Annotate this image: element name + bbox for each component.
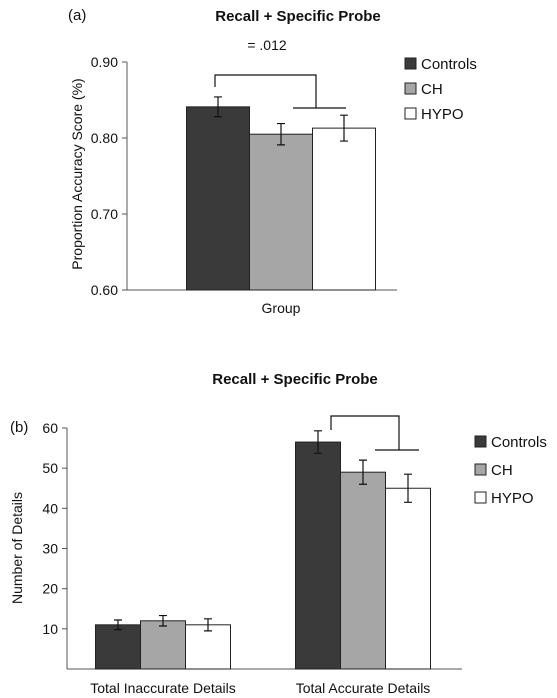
panel-a-y-tick-label: 0.90	[91, 54, 118, 70]
panel-a-title: Recall + Specific Probe	[215, 8, 381, 25]
panel-a-legend-swatch-controls	[404, 57, 417, 70]
panel-b-bar-controls	[295, 441, 341, 670]
panel-b-bar-controls	[95, 624, 141, 670]
panel-a-label: (a)	[68, 7, 86, 24]
panel-b-bar-hypo	[185, 624, 231, 670]
panel-b-error-bar-ch	[359, 459, 367, 485]
panel-b-legend-label-controls: Controls	[491, 434, 547, 451]
panel-a-significance-bracket	[214, 74, 346, 109]
panel-b-category-label: Total Inaccurate Details	[90, 680, 236, 696]
panel-a-error-bar-hypo	[340, 114, 348, 142]
panel-b-error-bar-hypo	[204, 618, 212, 632]
panel-a-bar-ch	[249, 133, 313, 291]
panel-b-label: (b)	[10, 419, 28, 436]
panel-b-y-tick-label: 10	[42, 621, 58, 637]
panel-a-y-tick-label: 0.80	[91, 130, 118, 146]
panel-b-error-bar-controls	[114, 619, 122, 631]
panel-a-y-tick-label: 0.60	[91, 282, 118, 298]
panel-b-bar-ch	[140, 620, 186, 670]
panel-b-error-bar-controls	[314, 430, 322, 454]
panel-b-legend-swatch-controls	[474, 435, 487, 448]
panel-a-bar-controls	[186, 106, 250, 291]
panel-a-legend-label-hypo: HYPO	[421, 106, 464, 123]
panel-b-legend-label-hypo: HYPO	[491, 490, 534, 507]
panel-a-legend-label-controls: Controls	[421, 56, 477, 73]
panel-a-y-tick-label: 0.70	[91, 206, 118, 222]
panel-a-significance: = .012	[247, 37, 287, 53]
panel-b-legend-swatch-ch	[474, 463, 487, 476]
panel-a-legend-swatch-hypo	[404, 107, 417, 120]
panel-b-error-bar-ch	[159, 614, 167, 627]
panel-a-legend-swatch-ch	[404, 82, 417, 95]
panel-b-title: Recall + Specific Probe	[212, 371, 378, 388]
panel-b-y-tick-label: 20	[42, 581, 58, 597]
panel-b-significance-bracket	[330, 415, 419, 451]
panel-b-bar-hypo	[385, 487, 431, 670]
panel-b-y-tick-label: 60	[42, 420, 58, 436]
panel-b-category-label: Total Accurate Details	[296, 680, 431, 696]
panel-a-ylabel: Proportion Accuracy Score (%)	[69, 78, 85, 269]
panel-a-legend-label-ch: CH	[421, 81, 443, 98]
panel-a-bar-hypo	[312, 127, 376, 291]
panel-b-legend-swatch-hypo	[474, 491, 487, 504]
panel-b-bar-ch	[340, 471, 386, 670]
panel-b-error-bar-hypo	[404, 473, 412, 503]
panel-b-y-tick-label: 40	[42, 500, 58, 516]
panel-b-y-tick-label: 30	[42, 541, 58, 557]
panel-a-error-bar-controls	[214, 96, 222, 118]
panel-b-ylabel: Number of Details	[9, 492, 25, 604]
panel-a-xlabel: Group	[262, 300, 301, 316]
panel-b-legend-label-ch: CH	[491, 462, 513, 479]
panel-a-error-bar-ch	[277, 122, 285, 146]
panel-b-y-tick-label: 50	[42, 460, 58, 476]
